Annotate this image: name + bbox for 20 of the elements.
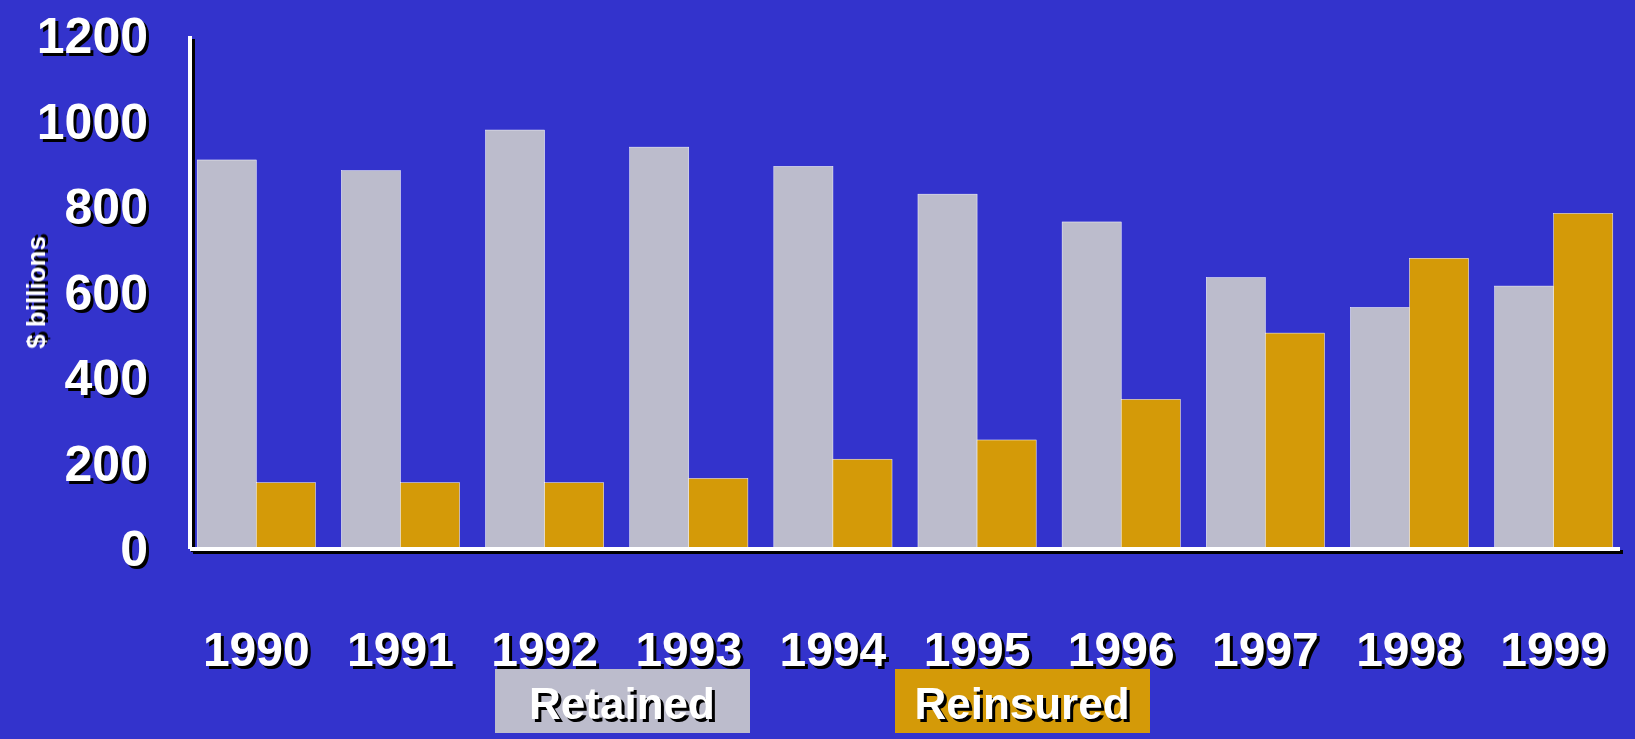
x-tick-label: 1995: [923, 622, 1031, 676]
y-tick-label: 1000: [36, 93, 148, 150]
x-tick-label: 1994: [779, 622, 887, 676]
x-tick-label: 1996: [1067, 622, 1175, 676]
y-tick-label: 200: [64, 435, 148, 492]
x-tick-label: 1997: [1211, 622, 1319, 676]
y-tick-label: 800: [64, 179, 148, 235]
y-tick-label: 600: [64, 264, 148, 321]
y-tick-label: 0: [120, 521, 148, 577]
text: Retained: [529, 678, 715, 728]
x-tick-label: 1993: [635, 622, 743, 676]
x-tick-label: 1990: [202, 622, 310, 676]
x-tick-label: 1998: [1356, 622, 1463, 676]
text: Reinsured: [914, 678, 1130, 728]
y-tick-label: 400: [64, 350, 148, 406]
x-tick-label: 1991: [347, 622, 454, 676]
x-tick-label: 1999: [1500, 622, 1608, 676]
y-axis-title: $ billions: [21, 236, 51, 349]
x-tick-label: 1992: [491, 622, 599, 676]
y-tick-label: 1200: [36, 8, 148, 64]
